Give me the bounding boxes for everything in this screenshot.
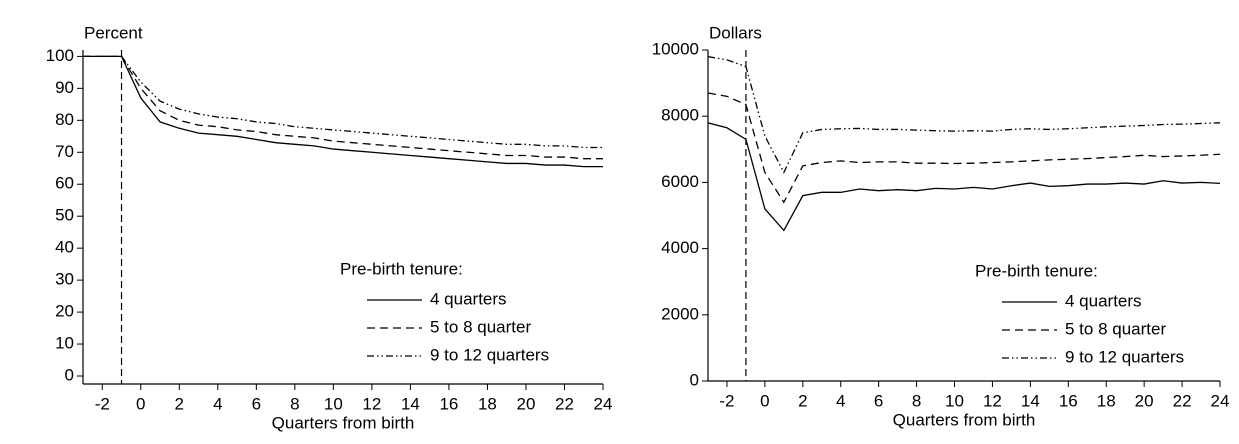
x-tick-label: 16	[1059, 391, 1078, 410]
series-line	[83, 55, 603, 160]
x-tick-label: 10	[324, 394, 343, 413]
x-tick-label: 24	[594, 394, 613, 413]
y-tick-label: 50	[55, 206, 74, 225]
x-tick-label: 6	[252, 394, 261, 413]
x-tick-label: 4	[213, 394, 222, 413]
legend-label: 4 quarters	[430, 289, 507, 308]
series-line	[707, 122, 1221, 232]
series-line	[707, 92, 1221, 204]
legend-label: 4 quarters	[1065, 291, 1142, 310]
series-line	[83, 55, 603, 168]
legend-title: Pre-birth tenure:	[975, 261, 1098, 280]
x-tick-label: 16	[439, 394, 458, 413]
y-tick-label: 40	[55, 238, 74, 257]
x-axis-label: Quarters from birth	[893, 410, 1036, 429]
x-tick-label: 18	[1097, 391, 1116, 410]
x-tick-label: 18	[478, 394, 497, 413]
legend-title: Pre-birth tenure:	[340, 259, 463, 278]
x-tick-label: 2	[175, 394, 184, 413]
y-tick-label: 70	[55, 142, 74, 161]
x-tick-label: 4	[836, 391, 845, 410]
y-tick-label: 60	[55, 174, 74, 193]
x-tick-label: 6	[874, 391, 883, 410]
x-tick-label: -2	[95, 394, 110, 413]
x-tick-label: 10	[945, 391, 964, 410]
y-tick-label: 8000	[661, 106, 699, 125]
x-tick-label: 12	[362, 394, 381, 413]
legend-label: 5 to 8 quarter	[1065, 319, 1166, 338]
y-tick-label: 4000	[661, 238, 699, 257]
x-tick-label: 14	[401, 394, 420, 413]
x-tick-label: 14	[1021, 391, 1040, 410]
x-tick-label: 0	[136, 394, 145, 413]
x-tick-label: 8	[290, 394, 299, 413]
series-line	[83, 55, 603, 149]
y-tick-label: 10	[55, 334, 74, 353]
x-tick-label: 24	[1211, 391, 1230, 410]
legend-label: 9 to 12 quarters	[1065, 347, 1184, 366]
x-tick-label: 2	[798, 391, 807, 410]
y-tick-label: 10000	[652, 39, 699, 58]
x-tick-label: 22	[1173, 391, 1192, 410]
y-tick-label: 0	[65, 365, 74, 384]
x-tick-label: 0	[760, 391, 769, 410]
y-axis-label: Percent	[84, 23, 143, 42]
y-axis-label: Dollars	[709, 23, 762, 42]
x-tick-label: 8	[912, 391, 921, 410]
x-axis-label: Quarters from birth	[272, 413, 415, 432]
y-tick-label: 2000	[661, 304, 699, 323]
y-tick-label: 20	[55, 302, 74, 321]
legend-label: 5 to 8 quarter	[430, 317, 531, 336]
x-tick-label: 20	[1135, 391, 1154, 410]
y-tick-label: 100	[46, 46, 74, 65]
x-tick-label: 20	[517, 394, 536, 413]
y-tick-label: 30	[55, 270, 74, 289]
legend-label: 9 to 12 quarters	[430, 345, 549, 364]
y-tick-label: 0	[690, 370, 699, 389]
x-tick-label: 22	[555, 394, 574, 413]
y-tick-label: 90	[55, 78, 74, 97]
x-tick-label: -2	[719, 391, 734, 410]
x-tick-label: 12	[983, 391, 1002, 410]
series-line	[707, 55, 1221, 174]
y-tick-label: 80	[55, 110, 74, 129]
y-tick-label: 6000	[661, 172, 699, 191]
